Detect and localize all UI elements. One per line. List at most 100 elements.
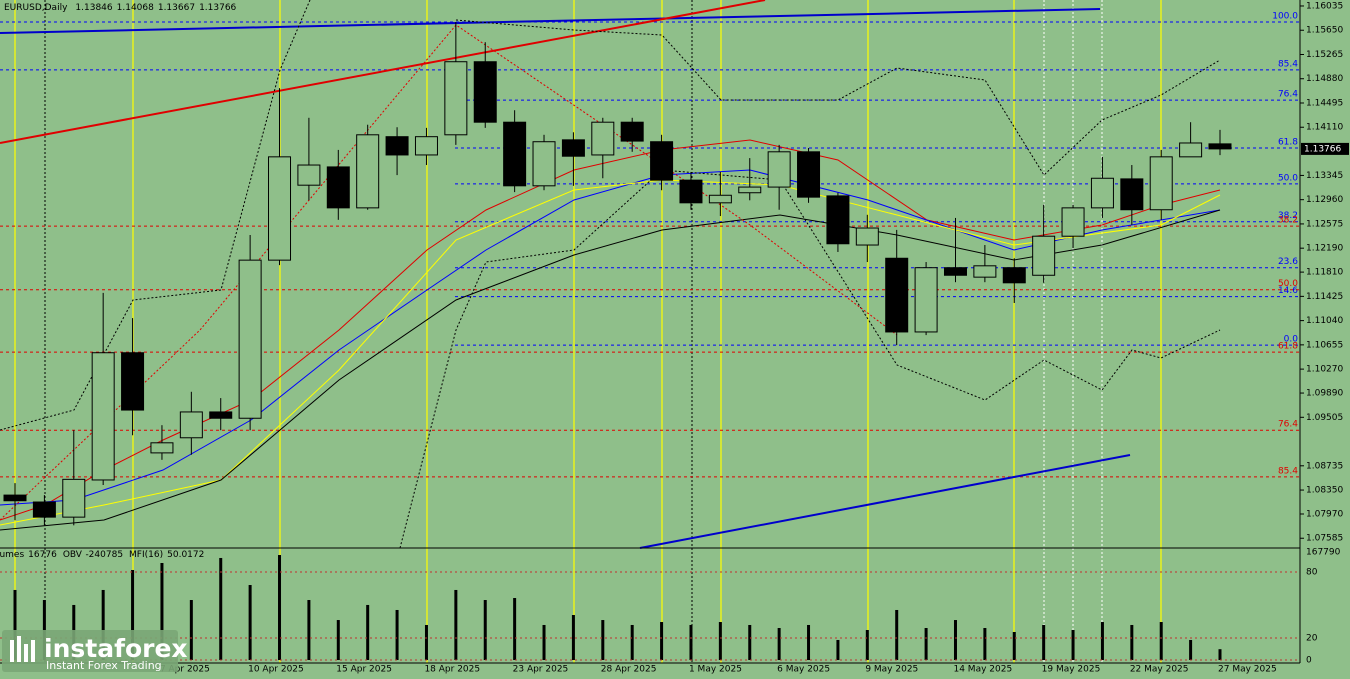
candle-body	[179, 411, 203, 439]
candle-body	[1090, 177, 1114, 209]
watermark-icon	[10, 636, 35, 662]
volume-bar	[13, 589, 17, 660]
volume-bar	[395, 609, 399, 660]
fibo-label: 50.0	[1278, 279, 1298, 289]
mfi-tick-label: 20	[1306, 634, 1318, 644]
y-tick-label: 1.15650	[1306, 26, 1343, 36]
watermark: instaforex Instant Forex Trading	[2, 630, 188, 672]
volume-bar	[660, 622, 664, 660]
y-tick-label: 1.12960	[1306, 195, 1343, 205]
candle-body	[3, 494, 27, 502]
fibo-label: 23.6	[1278, 257, 1298, 267]
candle-body	[561, 139, 585, 157]
candle-body	[326, 166, 350, 209]
y-tick-label: 1.11425	[1306, 292, 1343, 302]
candle-body	[121, 352, 145, 411]
candle-body	[620, 121, 644, 142]
volume-bar	[1218, 649, 1222, 660]
volume-bar	[630, 624, 634, 660]
candle-body	[650, 141, 674, 181]
candle-body	[150, 442, 174, 454]
current-price-label: 1.13766	[1304, 144, 1341, 154]
volume-bar	[689, 624, 693, 660]
fibo-levels: 100.0 85.4 76.4 61.8 50.0 38.2 23.6 14.6 0.0 38.2…	[0, 12, 1300, 478]
y-tick-label: 1.12575	[1306, 219, 1343, 229]
volume-bar	[924, 628, 928, 660]
volume-bar	[189, 600, 193, 660]
candle-body	[238, 259, 262, 419]
candle-body	[1179, 142, 1203, 158]
volume-bar	[1100, 622, 1104, 660]
dotted-verticals	[44, 0, 1103, 663]
candle-body	[679, 179, 703, 204]
watermark-box	[2, 630, 178, 672]
candle-body	[532, 141, 556, 187]
last-close: 1.13766	[199, 3, 236, 13]
fibo-label: 38.2	[1278, 211, 1298, 221]
candle-body	[356, 134, 380, 209]
x-tick-label: 1 May 2025	[689, 665, 742, 675]
candle-body	[1061, 207, 1085, 237]
y-tick-label: 1.16035	[1306, 1, 1343, 11]
candle-body	[797, 151, 821, 198]
y-tick-label: 1.11810	[1306, 268, 1343, 278]
x-tick-label: 6 May 2025	[777, 665, 830, 675]
x-tick-label: 28 Apr 2025	[601, 665, 657, 675]
candle-body	[708, 194, 732, 204]
volume-bar	[483, 600, 487, 660]
fibo-label: 38.2	[1278, 216, 1298, 226]
candle-body	[1032, 235, 1056, 276]
y-tick-label: 1.10270	[1306, 365, 1343, 375]
volume-bar	[1159, 622, 1163, 660]
volume-bar	[336, 620, 340, 660]
last-low: 1.13667	[158, 3, 195, 13]
volume-last: 16776	[28, 550, 57, 560]
volume-bar	[836, 639, 840, 660]
volume-max-label: 167790	[1306, 548, 1341, 558]
volume-bar	[542, 624, 546, 660]
volume-bar	[454, 589, 458, 660]
x-tick-label: 14 May 2025	[953, 665, 1012, 675]
volume-bar	[513, 598, 517, 660]
x-tick-label: 9 May 2025	[865, 665, 918, 675]
fibo-label: 76.4	[1278, 90, 1298, 100]
fibo-label: 85.4	[1278, 466, 1298, 476]
volume-bar	[101, 589, 105, 660]
candle-body	[914, 267, 938, 333]
y-tick-label: 1.08735	[1306, 461, 1343, 471]
volume-bar	[807, 624, 811, 660]
volume-bar	[160, 563, 164, 660]
candle-body	[1002, 267, 1026, 284]
candle-body	[738, 186, 762, 194]
fibo-label: 100.0	[1272, 12, 1298, 22]
x-tick-label: 27 May 2025	[1218, 665, 1277, 675]
candle-body	[414, 136, 438, 156]
candle-body	[1149, 156, 1173, 211]
x-tick-label: 15 Apr 2025	[336, 665, 392, 675]
volume-bar	[248, 585, 252, 660]
volume-bar	[718, 622, 722, 660]
volume-bar	[131, 570, 135, 660]
x-tick-label: 22 May 2025	[1130, 665, 1189, 675]
candle-body	[826, 195, 850, 245]
volume-bar	[1012, 632, 1016, 660]
volume-bar	[748, 624, 752, 660]
candle-body	[91, 352, 115, 481]
volume-bar	[571, 615, 575, 660]
volume-bar	[366, 604, 370, 660]
candle-body	[268, 156, 292, 261]
y-tick-label: 1.08350	[1306, 486, 1343, 496]
volume-bar	[1130, 624, 1134, 660]
obv-name: OBV	[63, 550, 83, 560]
fibo-label: 61.8	[1278, 342, 1298, 352]
y-tick-label: 1.14495	[1306, 98, 1343, 108]
volume-bar	[983, 628, 987, 660]
x-tick-label: 23 Apr 2025	[513, 665, 569, 675]
y-tick-label: 1.11040	[1306, 316, 1343, 326]
candle-body	[444, 61, 468, 136]
fibo-label: 50.0	[1278, 173, 1298, 183]
